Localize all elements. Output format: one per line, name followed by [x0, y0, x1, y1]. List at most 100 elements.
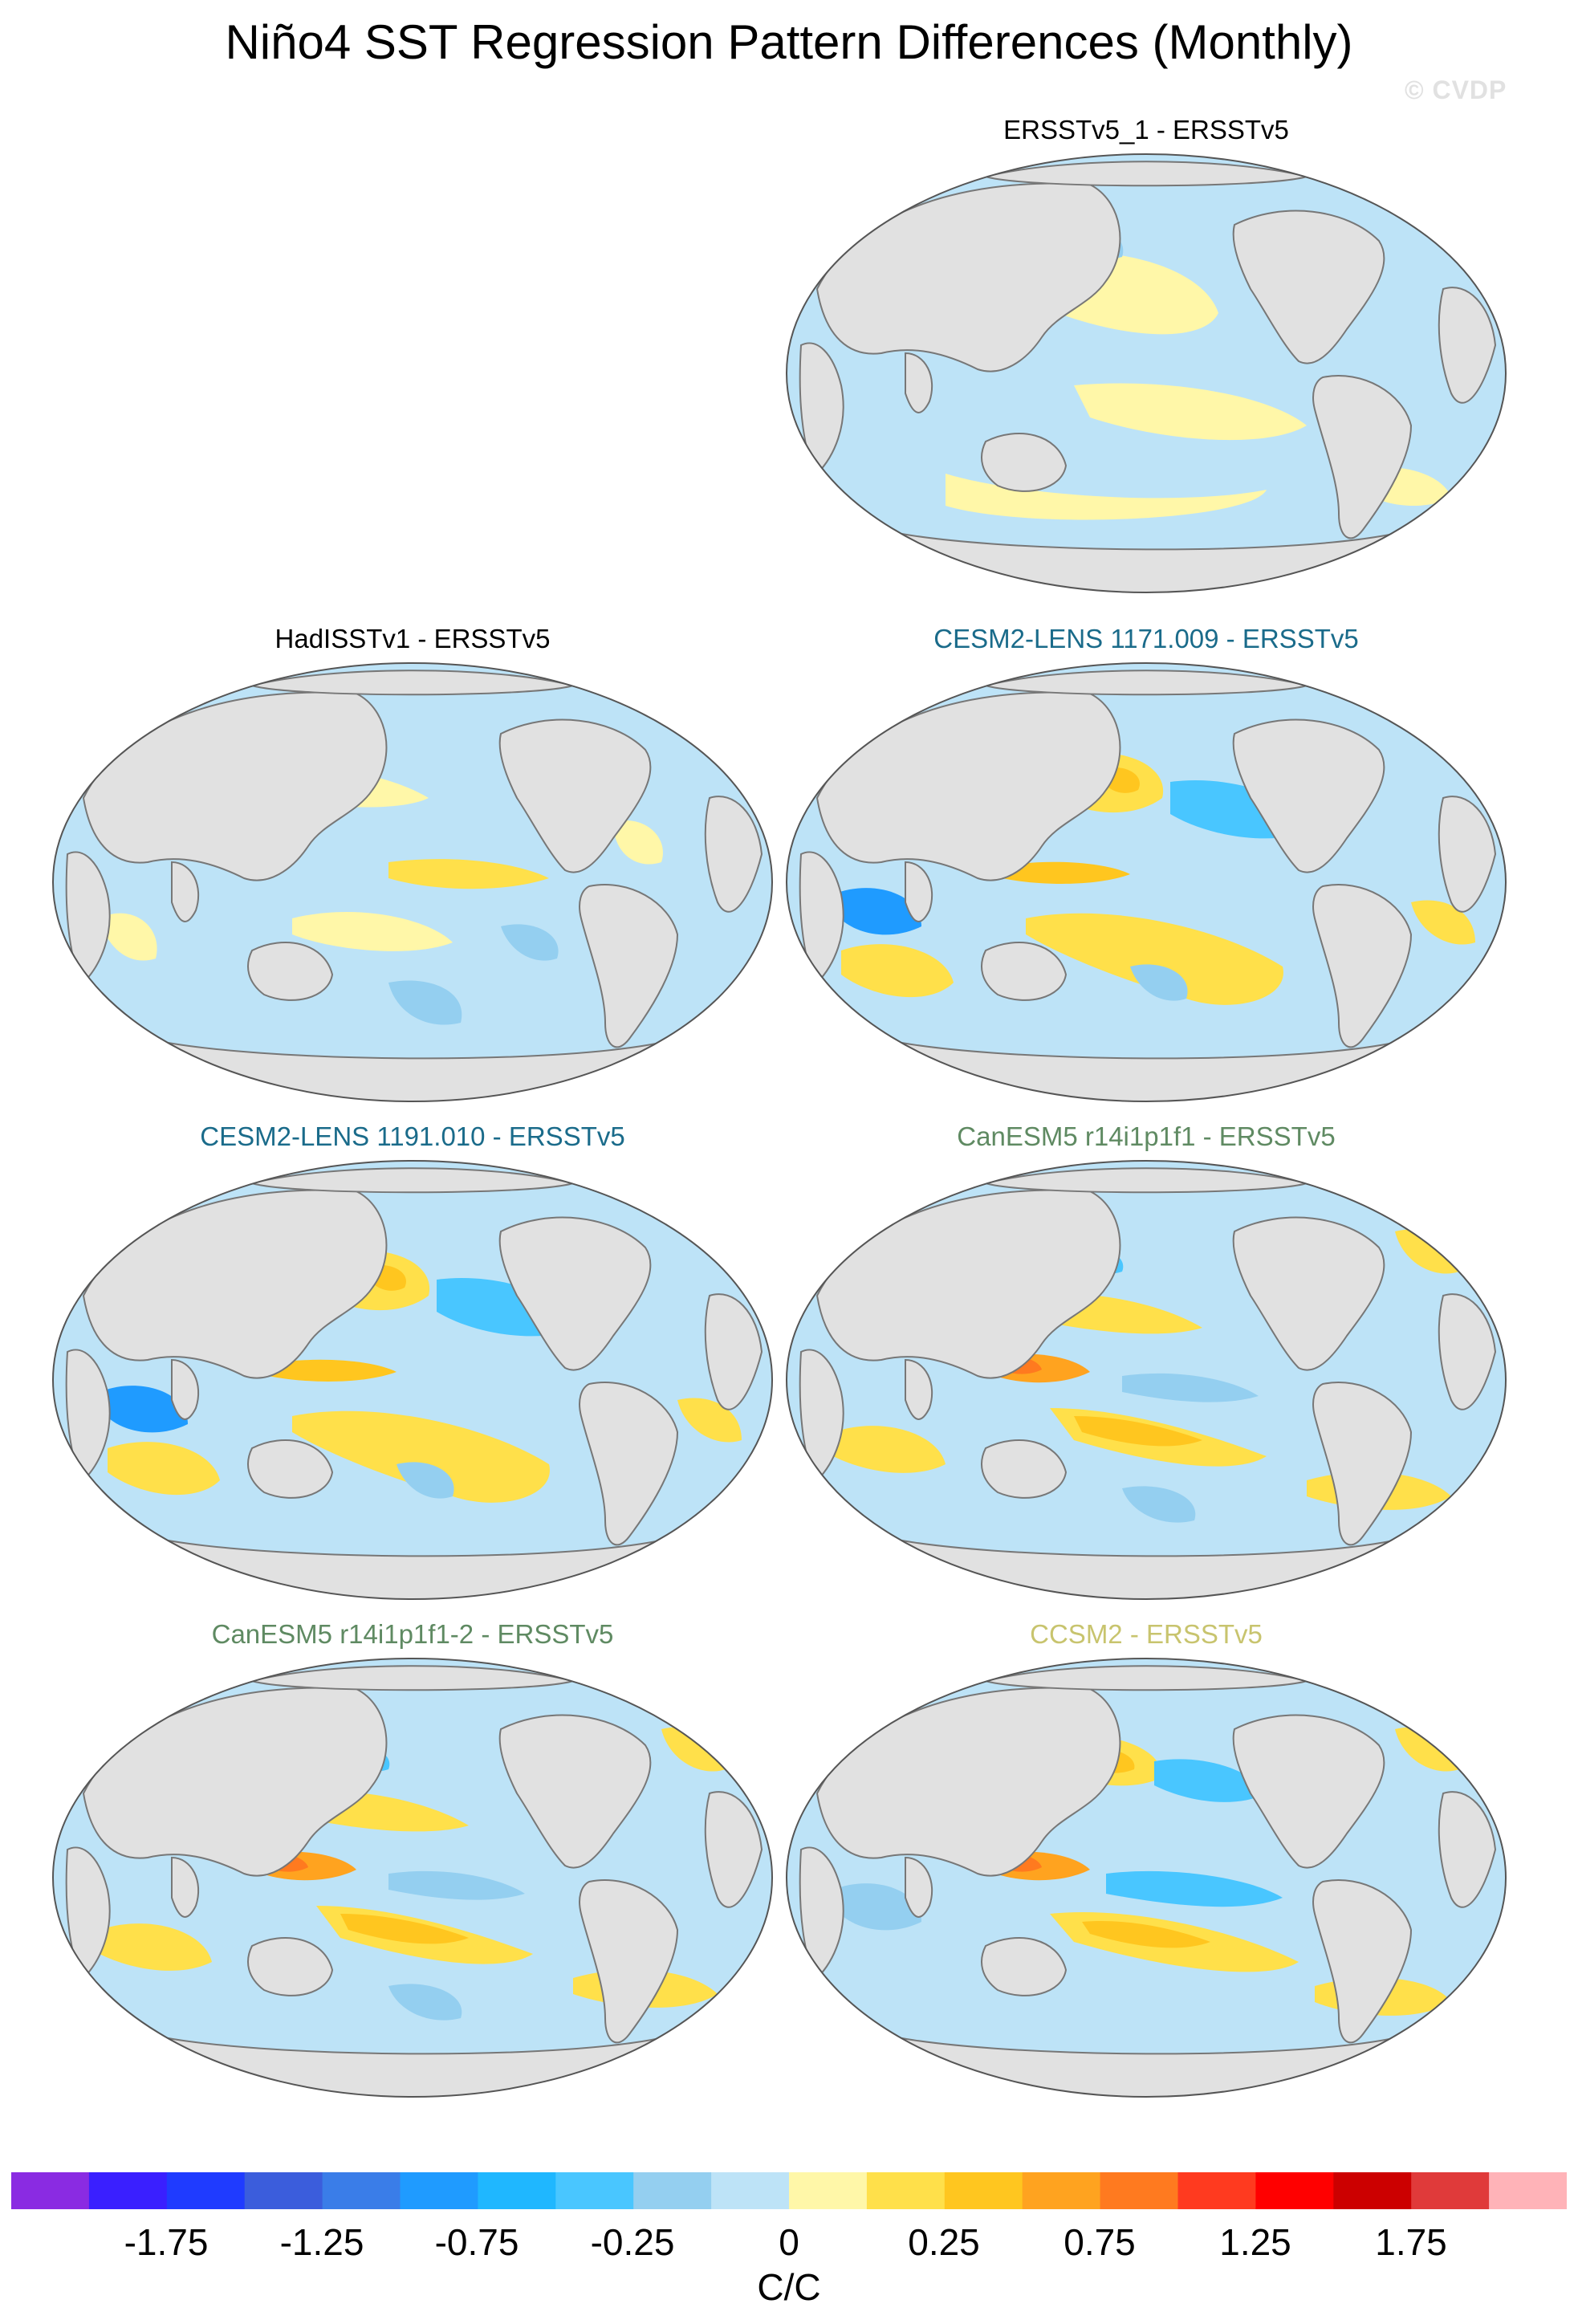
colorbar-swatch	[711, 2172, 790, 2209]
land-north-america	[498, 1216, 652, 1371]
colorbar-swatch	[478, 2172, 556, 2209]
anomaly-patch-orange	[1082, 1921, 1210, 1948]
anomaly-patch-blue-mid	[1122, 1486, 1196, 1523]
colorbar-swatch	[944, 2172, 1023, 2209]
land-india	[171, 861, 200, 922]
land-india	[905, 861, 933, 922]
anomaly-patch-yellow-light	[613, 820, 663, 865]
land-asia	[82, 1687, 388, 1877]
colorbar-swatch	[400, 2172, 478, 2209]
anomaly-patch-orange	[1074, 1416, 1202, 1447]
map-panel-cesm2-1171: CESM2-LENS 1171.009 - ERSSTv5	[785, 623, 1507, 1105]
anomaly-patch-blue-mid	[388, 1984, 462, 2021]
anomaly-patch-yellow-light	[100, 913, 157, 961]
land-europe-east	[1438, 1293, 1497, 1410]
colorbar-units: C/C	[757, 2266, 821, 2308]
map-frame	[786, 153, 1507, 593]
colorbar-swatch	[1255, 2172, 1334, 2209]
land-india	[171, 1856, 200, 1918]
anomaly-patch-blue-mid	[833, 1883, 921, 1931]
anomaly-patch-yellow	[841, 944, 954, 998]
figure-title: Niño4 SST Regression Pattern Differences…	[225, 15, 1353, 69]
land-south-america	[1312, 1879, 1413, 2044]
anomaly-patch-blue-deep	[100, 1386, 188, 1433]
land-australia	[981, 1439, 1068, 1499]
land-india	[905, 1856, 933, 1918]
anomaly-patch-blue-mid	[1130, 964, 1188, 1001]
colorbar-swatch	[1100, 2172, 1179, 2209]
land-south-america	[579, 884, 679, 1048]
map-frame	[52, 1658, 773, 2098]
land-south-america	[1312, 1382, 1413, 1546]
anomaly-patch-orange	[1002, 861, 1130, 884]
colorbar-tick-label: -1.25	[279, 2221, 364, 2263]
land-north-america	[1232, 1714, 1385, 1869]
land-asia	[815, 182, 1121, 372]
map-frame	[52, 662, 773, 1102]
land-europe-east	[1438, 287, 1497, 404]
panel-title: CanESM5 r14i1p1f1-2 - ERSSTv5	[211, 1619, 614, 1649]
land-australia	[247, 942, 334, 1001]
land-india	[905, 352, 933, 413]
anomaly-patch-yellow	[388, 859, 549, 889]
world-map	[786, 1160, 1507, 1600]
land-north-america	[498, 1714, 652, 1869]
land-north-america	[1232, 1216, 1385, 1371]
land-africa	[799, 342, 844, 475]
anomaly-patch-yellow	[1026, 913, 1283, 1005]
land-europe-east	[704, 1791, 763, 1908]
land-asia	[815, 1687, 1121, 1877]
map-panel-canesm5: CanESM5 r14i1p1f1 - ERSSTv5	[785, 1121, 1507, 1602]
anomaly-patch-blue	[1106, 1870, 1283, 1907]
world-map	[52, 1658, 773, 2098]
colorbar-tick-label: -0.75	[434, 2221, 519, 2263]
anomaly-patch-blue-deep	[833, 888, 921, 935]
land-australia	[981, 433, 1068, 492]
map-frame	[52, 1160, 773, 1600]
land-africa	[799, 1846, 844, 1980]
map-frame	[786, 662, 1507, 1102]
land-africa	[65, 1349, 111, 1482]
land-europe-east	[1438, 1791, 1497, 1908]
colorbar-tick-label: -0.25	[590, 2221, 675, 2263]
land-africa	[65, 851, 111, 984]
colorbar-swatch	[166, 2172, 246, 2209]
anomaly-patch-orange	[340, 1914, 469, 1944]
colorbar-swatch	[11, 2172, 90, 2209]
panel-title: CCSM2 - ERSSTv5	[1030, 1619, 1263, 1649]
colorbar-swatch	[88, 2172, 168, 2209]
colorbar-tick-label: 0.25	[908, 2221, 980, 2263]
map-panel-hadisst: HadISSTv1 - ERSSTv5	[51, 623, 774, 1105]
anomaly-patch-yellow-light	[292, 911, 453, 951]
colorbar-tick-label: 0.75	[1064, 2221, 1136, 2263]
panel-title: HadISSTv1 - ERSSTv5	[275, 624, 551, 653]
anomaly-patch-blue-mid	[501, 924, 559, 961]
world-map	[786, 662, 1507, 1102]
colorbar-tick-label: 0	[779, 2221, 799, 2263]
map-panel-canesm5-2: CanESM5 r14i1p1f1-2 - ERSSTv5	[51, 1618, 774, 2100]
panel-title: ERSSTv5_1 - ERSSTv5	[1003, 115, 1289, 144]
world-map	[52, 1160, 773, 1600]
land-europe-east	[704, 1293, 763, 1410]
colorbar-swatch	[789, 2172, 868, 2209]
copyright-label: © CVDP	[1405, 75, 1507, 104]
land-south-america	[579, 1382, 679, 1546]
anomaly-patch-yellow	[292, 1410, 550, 1503]
colorbar-swatch	[244, 2172, 323, 2209]
colorbar-swatch	[322, 2172, 401, 2209]
world-map	[52, 662, 773, 1102]
land-south-america	[579, 1879, 679, 2044]
anomaly-patch-blue-mid	[397, 1462, 454, 1499]
colorbar-swatch	[1489, 2172, 1567, 2209]
land-africa	[799, 851, 844, 984]
colorbar-swatch	[1022, 2172, 1101, 2209]
land-india	[905, 1358, 933, 1420]
land-australia	[981, 1937, 1068, 1996]
panel-title: CESM2-LENS 1191.010 - ERSSTv5	[200, 1121, 625, 1151]
colorbar-tick-label: 1.75	[1375, 2221, 1447, 2263]
land-australia	[247, 1937, 334, 1996]
colorbar-swatch	[633, 2172, 712, 2209]
anomaly-patch-blue-mid	[388, 1870, 525, 1900]
land-south-america	[1312, 375, 1413, 539]
land-asia	[815, 691, 1121, 881]
